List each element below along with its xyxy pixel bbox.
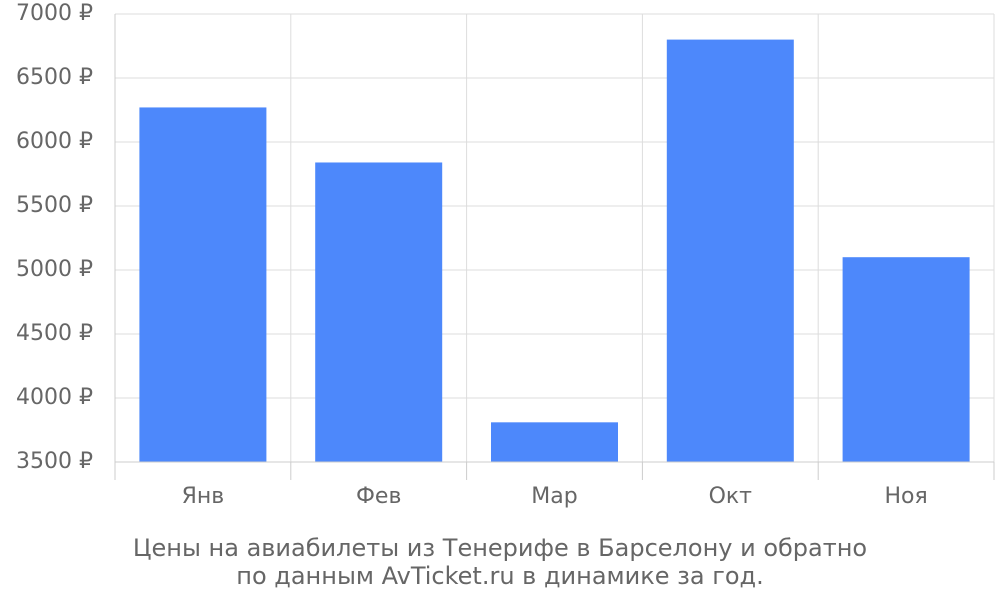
x-tick-label: Окт	[709, 484, 753, 509]
bar-chart: 3500 ₽ 4000 ₽ 4500 ₽ 5000 ₽ 5500 ₽ 6000 ₽ 6500…	[16, 1, 995, 509]
x-tick-label: Фев	[356, 484, 401, 509]
y-tick-labels: 3500 ₽ 4000 ₽ 4500 ₽ 5000 ₽ 5500 ₽ 6000 ₽ 6500…	[16, 1, 93, 474]
y-tick-label: 4500 ₽	[16, 321, 93, 346]
y-tick-label: 7000 ₽	[16, 1, 93, 26]
bar	[842, 257, 970, 462]
bar	[491, 422, 618, 462]
chart-caption-line-1: Цены на авиабилеты из Тенерифе в Барсело…	[132, 534, 868, 562]
y-tick-label: 6000 ₽	[16, 129, 93, 154]
x-tick-labels: Янв Фев Мар Окт Ноя	[182, 484, 928, 509]
y-tick-label: 6500 ₽	[16, 65, 93, 90]
bars	[139, 39, 970, 463]
x-tick-label: Мар	[531, 484, 577, 509]
y-tick-label: 4000 ₽	[16, 385, 93, 410]
y-tick-label: 5000 ₽	[16, 257, 93, 282]
chart-caption-line-2: по данным AvTicket.ru в динамике за год.	[236, 562, 764, 590]
x-tick-label: Ноя	[884, 484, 927, 509]
axes	[114, 14, 995, 480]
bar	[139, 107, 267, 462]
y-tick-label: 3500 ₽	[16, 449, 93, 474]
bar	[315, 162, 443, 463]
x-tick-label: Янв	[182, 484, 225, 509]
y-tick-label: 5500 ₽	[16, 193, 93, 218]
bar	[666, 39, 794, 462]
